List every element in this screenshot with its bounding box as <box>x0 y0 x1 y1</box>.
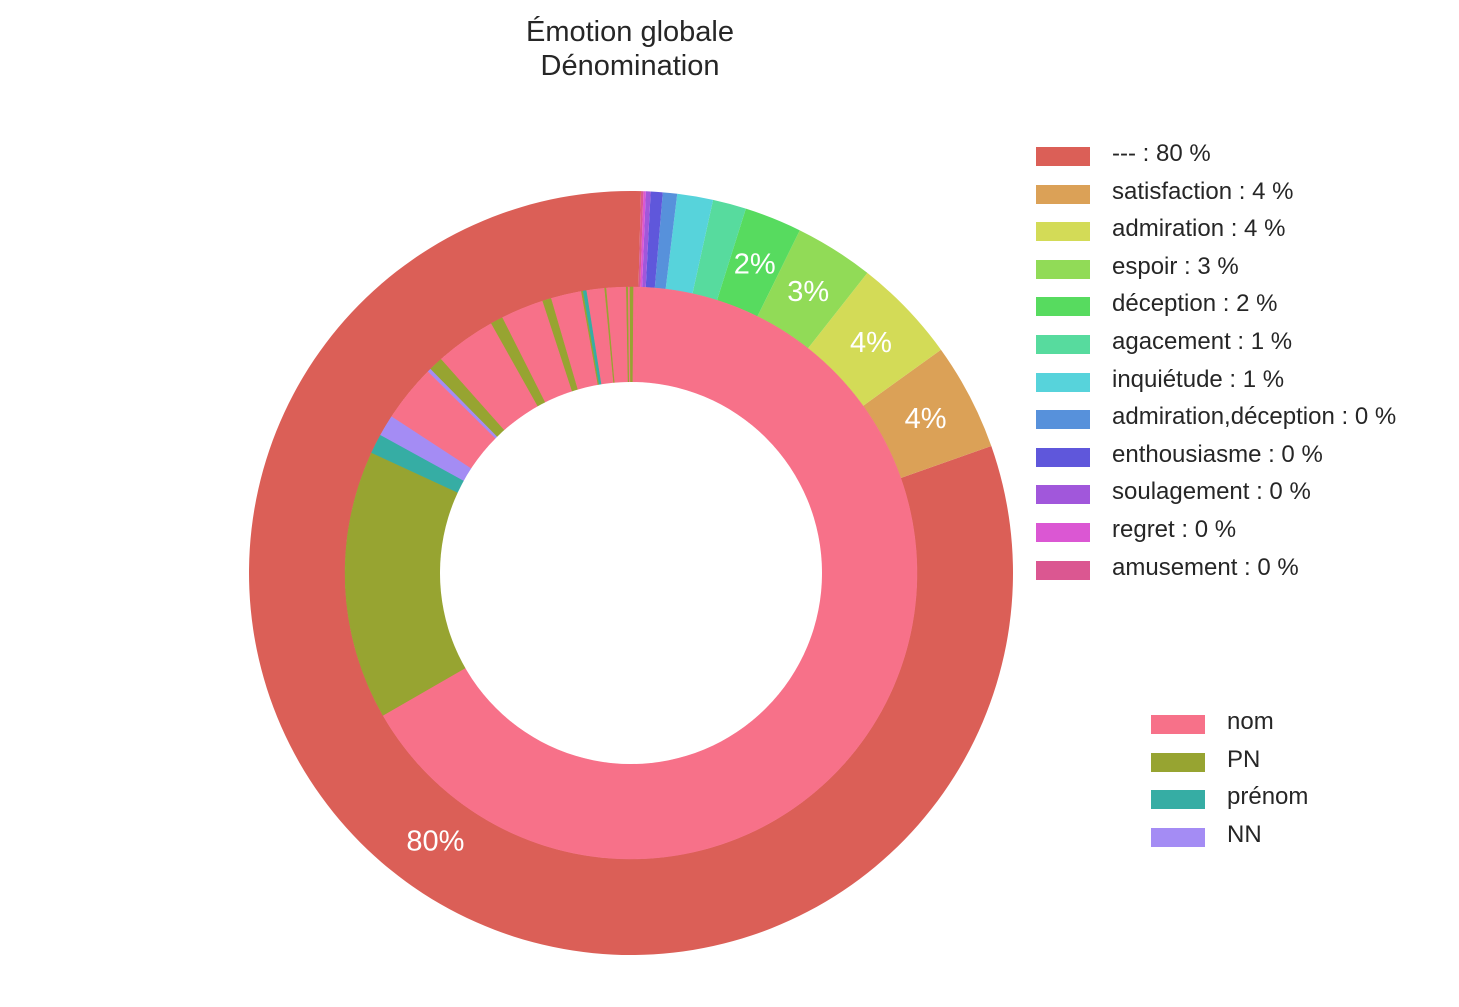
denomination-legend-item: nom <box>1151 708 1351 746</box>
emotion-legend-label: enthousiasme : 0 % <box>1112 440 1323 468</box>
emotion-legend-swatch <box>1036 560 1090 580</box>
outer-slice-admiration <box>807 272 941 406</box>
outer-slice-amusement <box>638 191 644 288</box>
donut-hole <box>440 382 822 764</box>
outer-slice-espoir <box>757 230 868 349</box>
denomination-legend-item: PN <box>1151 746 1351 784</box>
emotion-legend-item: --- : 80 % <box>1036 140 1456 178</box>
emotion-legend-swatch <box>1036 447 1090 467</box>
denomination-legend-label: nom <box>1227 708 1274 735</box>
slice-label-espoir: 3% <box>787 276 829 308</box>
emotion-legend-swatch <box>1036 522 1090 542</box>
denomination-legend-swatch <box>1151 715 1205 734</box>
emotion-legend-swatch <box>1036 297 1090 317</box>
emotion-legend: --- : 80 % satisfaction : 4 % admiration :… <box>1036 140 1456 591</box>
slice-label-none: 80% <box>406 826 464 858</box>
emotion-legend-swatch <box>1036 334 1090 354</box>
emotion-legend-item: admiration,déception : 0 % <box>1036 403 1456 441</box>
denomination-legend-swatch <box>1151 827 1205 847</box>
emotion-legend-label: soulagement : 0 % <box>1112 478 1311 506</box>
denomination-legend-swatch <box>1151 752 1205 772</box>
inner-ring <box>344 286 918 860</box>
outer-slice-enthousiasme <box>645 191 663 288</box>
denomination-legend: nom PN prénom NN <box>1151 708 1351 858</box>
emotion-legend-swatch <box>1036 410 1090 430</box>
slice-label-satisfaction: 4% <box>905 403 947 435</box>
outer-slice-soulagement <box>642 191 651 288</box>
emotion-legend-swatch <box>1036 184 1090 204</box>
emotion-legend-swatch <box>1036 485 1090 505</box>
chart-title: Émotion globale <box>526 16 734 48</box>
outer-ring <box>249 191 1013 956</box>
emotion-legend-swatch <box>1036 372 1090 392</box>
outer-slice-deception <box>717 208 800 317</box>
emotion-legend-label: amusement : 0 % <box>1112 553 1299 581</box>
slice-label-deception: 2% <box>734 249 776 281</box>
emotion-legend-swatch <box>1036 222 1090 242</box>
emotion-legend-swatch <box>1036 147 1090 166</box>
denomination-legend-swatch <box>1151 790 1205 810</box>
emotion-legend-label: admiration,déception : 0 % <box>1112 403 1397 431</box>
outer-slice-satisfaction <box>863 349 992 478</box>
emotion-legend-label: satisfaction : 4 % <box>1112 177 1294 205</box>
emotion-legend-item: regret : 0 % <box>1036 516 1456 554</box>
denomination-legend-label: prénom <box>1227 783 1309 811</box>
denomination-legend-label: PN <box>1227 745 1261 773</box>
outer-slice-inquietude <box>665 193 714 294</box>
emotion-legend-item: déception : 2 % <box>1036 290 1456 328</box>
emotion-legend-label: inquiétude : 1 % <box>1112 365 1285 393</box>
emotion-legend-label: admiration : 4 % <box>1112 215 1286 243</box>
chart-subtitle: Dénomination <box>540 50 720 82</box>
emotion-legend-item: agacement : 1 % <box>1036 328 1456 366</box>
emotion-legend-item: espoir : 3 % <box>1036 253 1456 291</box>
slice-labels: 80% 4% 4% 3% 2% <box>406 249 946 858</box>
emotion-legend-label: espoir : 3 % <box>1112 252 1239 280</box>
emotion-legend-item: enthousiasme : 0 % <box>1036 441 1456 479</box>
outer-slice-regret <box>640 191 646 288</box>
emotion-legend-item: admiration : 4 % <box>1036 215 1456 253</box>
emotion-legend-item: soulagement : 0 % <box>1036 478 1456 516</box>
denomination-legend-item: NN <box>1151 821 1351 859</box>
emotion-legend-swatch <box>1036 259 1090 279</box>
emotion-legend-label: --- : 80 % <box>1112 140 1211 167</box>
denomination-legend-item: prénom <box>1151 783 1351 821</box>
emotion-legend-label: regret : 0 % <box>1112 515 1237 543</box>
emotion-legend-label: agacement : 1 % <box>1112 327 1293 355</box>
outer-slice-admiration-deception <box>654 192 678 290</box>
slice-label-admiration: 4% <box>850 327 892 359</box>
denomination-legend-label: NN <box>1227 820 1262 848</box>
emotion-legend-item: satisfaction : 4 % <box>1036 178 1456 216</box>
emotion-legend-item: inquiétude : 1 % <box>1036 366 1456 404</box>
outer-slice-agacement <box>692 199 746 301</box>
emotion-legend-item: amusement : 0 % <box>1036 554 1456 592</box>
emotion-legend-label: déception : 2 % <box>1112 290 1278 318</box>
